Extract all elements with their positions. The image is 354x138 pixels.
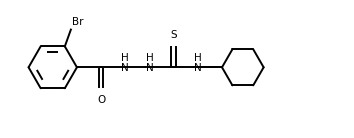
Text: H: H [194, 53, 202, 63]
Text: O: O [97, 95, 105, 105]
Text: H: H [145, 53, 153, 63]
Text: H: H [121, 53, 129, 63]
Text: S: S [170, 30, 177, 40]
Text: N: N [194, 63, 202, 73]
Text: Br: Br [72, 17, 84, 27]
Text: N: N [121, 63, 129, 73]
Text: N: N [145, 63, 153, 73]
